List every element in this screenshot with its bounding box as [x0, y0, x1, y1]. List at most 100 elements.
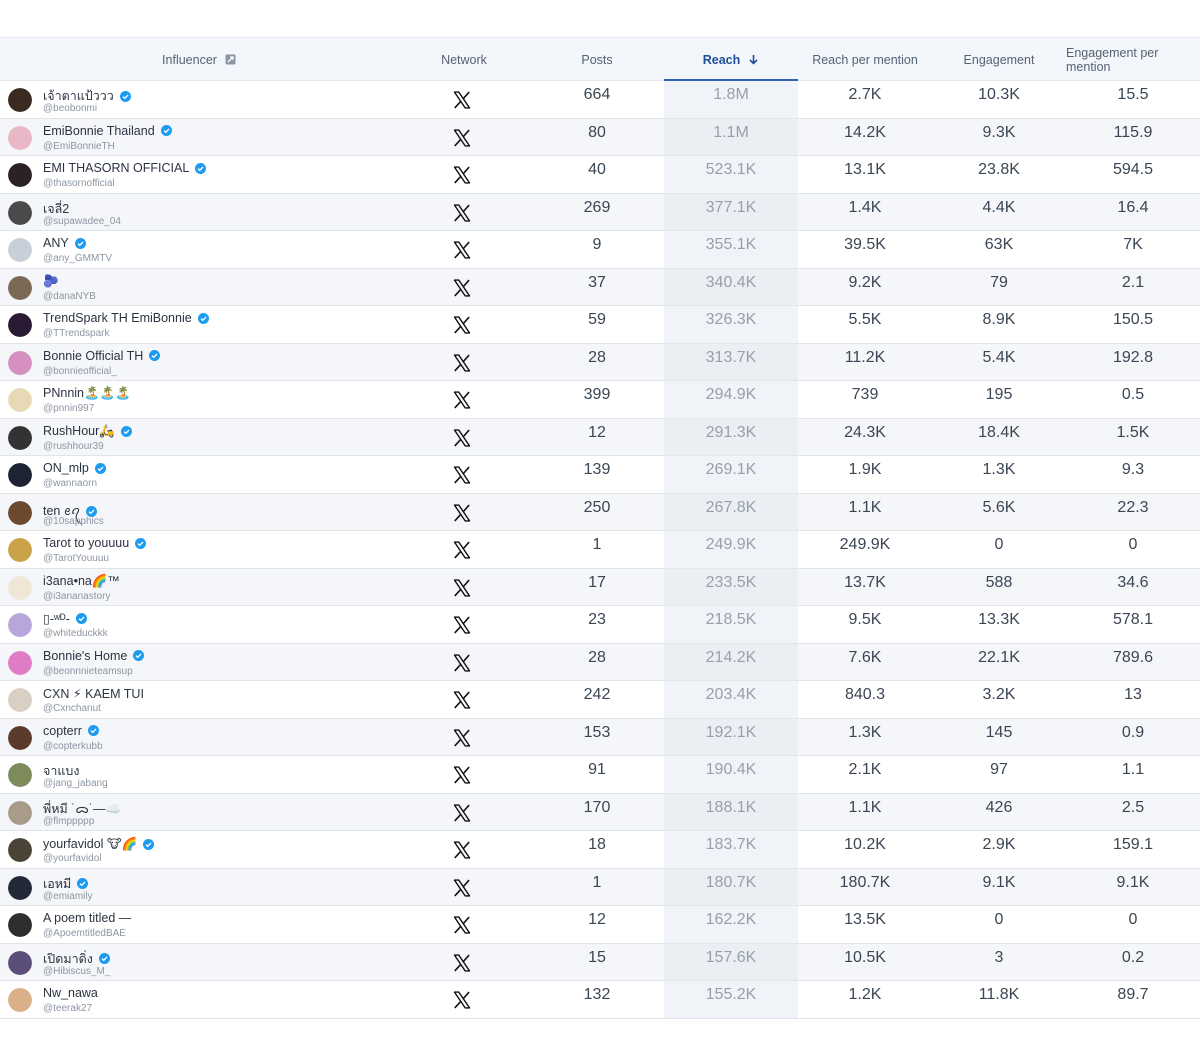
table-row[interactable]: yourfavidol 🐮🌈 @yourfavidol 18 183.7K 10… — [0, 831, 1200, 869]
influencer-name[interactable]: TrendSpark TH EmiBonnie — [43, 311, 209, 325]
table-row[interactable]: พี่หมี ˙ᯅ˙—☁️ @flmppppp 170 188.1K 1.1K … — [0, 793, 1200, 831]
table-row[interactable]: Tarot to youuuu @TarotYouuuu 1 249.9K 24… — [0, 531, 1200, 569]
table-row[interactable]: เอหมี @emiamily 1 180.7K 180.7K 9.1K 9.1… — [0, 868, 1200, 906]
table-row[interactable]: EmiBonnie Thailand @EmiBonnieTH 80 1.1M … — [0, 118, 1200, 156]
avatar[interactable] — [8, 238, 32, 262]
table-row[interactable]: 🫐 @danaNYB 37 340.4K 9.2K 79 2.1 — [0, 268, 1200, 306]
table-row[interactable]: CXN ⚡︎ KAEM TUI @Cxnchanut 242 203.4K 84… — [0, 681, 1200, 719]
influencer-name[interactable]: ANY — [43, 236, 86, 250]
table-row[interactable]: ANY @any_GMMTV 9 355.1K 39.5K 63K 7K — [0, 231, 1200, 269]
x-icon[interactable] — [452, 803, 472, 823]
x-icon[interactable] — [452, 840, 472, 860]
avatar[interactable] — [8, 875, 32, 900]
influencer-name[interactable]: EMI THASORN OFFICIAL — [43, 161, 207, 175]
table-row[interactable]: ▯-ʷᴰ- @whiteduckkk 23 218.5K 9.5K 13.3K … — [0, 606, 1200, 644]
influencer-name[interactable]: ON_mlp — [43, 461, 106, 475]
influencer-name[interactable]: จาแบง — [43, 761, 79, 781]
avatar[interactable] — [8, 838, 32, 862]
x-icon[interactable] — [452, 915, 472, 935]
x-icon[interactable] — [452, 953, 472, 973]
influencer-name[interactable]: ten ꫀꪖ — [43, 499, 98, 525]
x-icon[interactable] — [452, 728, 472, 748]
influencer-name[interactable]: Nw_nawa — [43, 986, 98, 1000]
influencer-name[interactable]: Tarot to youuuu — [43, 536, 147, 550]
influencer-name[interactable]: ▯-ʷᴰ- — [43, 611, 87, 626]
table-row[interactable]: EMI THASORN OFFICIAL @thasornofficial 40… — [0, 156, 1200, 194]
influencer-name[interactable]: copterr — [43, 724, 99, 738]
export-icon[interactable] — [225, 54, 236, 65]
table-row[interactable]: copterr @copterkubb 153 192.1K 1.3K 145 … — [0, 718, 1200, 756]
column-header-reach-per-mention[interactable]: Reach per mention — [798, 38, 932, 81]
table-row[interactable]: PNnnin🏝️🏝️🏝️ @pnnin997 399 294.9K 739 19… — [0, 381, 1200, 419]
influencer-name[interactable]: CXN ⚡︎ KAEM TUI — [43, 686, 144, 701]
x-icon[interactable] — [452, 165, 472, 185]
avatar[interactable] — [8, 350, 32, 375]
x-icon[interactable] — [452, 765, 472, 785]
influencer-name[interactable]: 🫐 — [43, 274, 59, 289]
influencer-name[interactable]: Bonnie's Home — [43, 649, 145, 663]
influencer-name[interactable]: yourfavidol 🐮🌈 — [43, 836, 155, 852]
table-row[interactable]: เจลี่2 @supawadee_04 269 377.1K 1.4K 4.4… — [0, 193, 1200, 231]
x-icon[interactable] — [452, 203, 472, 223]
x-icon[interactable] — [452, 690, 472, 710]
influencer-name[interactable]: A poem titled — — [43, 911, 131, 925]
influencer-name[interactable]: พี่หมี ˙ᯅ˙—☁️ — [43, 799, 121, 819]
column-header-engagement-per-mention[interactable]: Engagement per mention — [1066, 38, 1200, 81]
column-header-influencer[interactable]: Influencer — [0, 38, 398, 81]
x-icon[interactable] — [452, 353, 472, 373]
x-icon[interactable] — [452, 390, 472, 410]
avatar[interactable] — [8, 388, 32, 412]
avatar[interactable] — [8, 88, 32, 112]
avatar[interactable] — [8, 538, 32, 562]
table-row[interactable]: Bonnie Official TH @bonnieofficial_ 28 3… — [0, 343, 1200, 381]
avatar[interactable] — [8, 800, 32, 825]
x-icon[interactable] — [452, 990, 472, 1010]
avatar[interactable] — [8, 575, 32, 600]
x-icon[interactable] — [452, 878, 472, 898]
table-row[interactable]: TrendSpark TH EmiBonnie @TTrendspark 59 … — [0, 306, 1200, 344]
influencer-name[interactable]: EmiBonnie Thailand — [43, 124, 172, 138]
table-row[interactable]: Nw_nawa @teerak27 132 155.2K 1.2K 11.8K … — [0, 981, 1200, 1019]
column-header-posts[interactable]: Posts — [530, 38, 664, 81]
column-header-engagement[interactable]: Engagement — [932, 38, 1066, 81]
influencer-name[interactable]: เจลี่2 — [43, 199, 69, 219]
column-header-network[interactable]: Network — [398, 38, 530, 81]
influencer-name[interactable]: PNnnin🏝️🏝️🏝️ — [43, 386, 131, 401]
table-row[interactable]: เจ้าตาแป้ววว @beobonmi 664 1.8M 2.7K 10.… — [0, 81, 1200, 119]
table-row[interactable]: RushHour🛵 @rushhour39 12 291.3K 24.3K 18… — [0, 418, 1200, 456]
table-row[interactable]: Bonnie's Home @beonnnieteamsup 28 214.2K… — [0, 643, 1200, 681]
avatar[interactable] — [8, 500, 32, 525]
x-icon[interactable] — [452, 578, 472, 598]
x-icon[interactable] — [452, 240, 472, 260]
table-row[interactable]: ON_mlp @wannaorn 139 269.1K 1.9K 1.3K 9.… — [0, 456, 1200, 494]
x-icon[interactable] — [452, 90, 472, 110]
avatar[interactable] — [8, 275, 32, 300]
avatar[interactable] — [8, 313, 32, 337]
x-icon[interactable] — [452, 428, 472, 448]
avatar[interactable] — [8, 913, 32, 937]
avatar[interactable] — [8, 950, 32, 975]
column-header-reach[interactable]: Reach — [664, 38, 798, 82]
influencer-name[interactable]: RushHour🛵 — [43, 424, 132, 439]
table-row[interactable]: ten ꫀꪖ @10sapphics 250 267.8K 1.1K 5.6K … — [0, 493, 1200, 531]
avatar[interactable] — [8, 163, 32, 187]
x-icon[interactable] — [452, 540, 472, 560]
table-row[interactable]: A poem titled — @ApoemtitledBAE 12 162.2… — [0, 906, 1200, 944]
avatar[interactable] — [8, 763, 32, 787]
x-icon[interactable] — [452, 615, 472, 635]
avatar[interactable] — [8, 688, 32, 712]
avatar[interactable] — [8, 988, 32, 1012]
avatar[interactable] — [8, 125, 32, 150]
avatar[interactable] — [8, 425, 32, 450]
x-icon[interactable] — [452, 315, 472, 335]
table-row[interactable]: i3ana•na🌈™ @i3ananastory 17 233.5K 13.7K… — [0, 568, 1200, 606]
x-icon[interactable] — [452, 128, 472, 148]
avatar[interactable] — [8, 463, 32, 487]
avatar[interactable] — [8, 613, 32, 637]
table-row[interactable]: เปิดมาดิ่ง @Hibiscus_M_ 15 157.6K 10.5K … — [0, 943, 1200, 981]
influencer-name[interactable]: Bonnie Official TH — [43, 349, 161, 363]
x-icon[interactable] — [452, 653, 472, 673]
table-row[interactable]: จาแบง @jang_jabang 91 190.4K 2.1K 97 1.1 — [0, 756, 1200, 794]
x-icon[interactable] — [452, 278, 472, 298]
avatar[interactable] — [8, 200, 32, 225]
